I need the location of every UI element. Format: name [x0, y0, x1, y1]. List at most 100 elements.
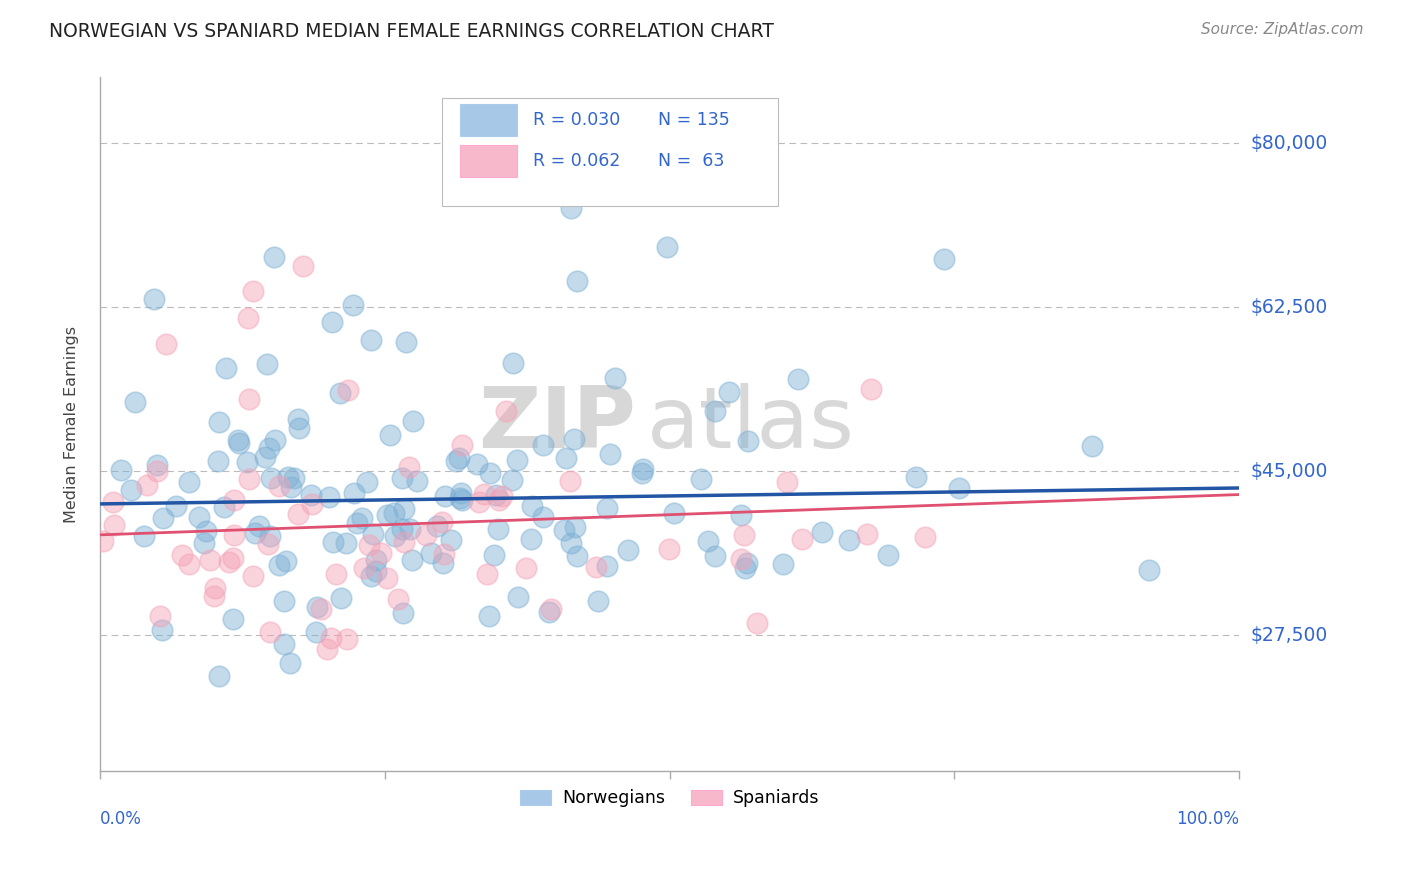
Point	[394, 534, 416, 549]
Point	[932, 252, 955, 267]
Point	[567, 549, 589, 563]
Point	[218, 555, 240, 569]
Point	[486, 522, 509, 536]
Point	[335, 632, 357, 647]
Point	[617, 543, 640, 558]
Point	[398, 459, 420, 474]
Point	[103, 517, 125, 532]
Point	[305, 625, 328, 640]
Point	[202, 590, 225, 604]
Point	[406, 474, 429, 488]
Point	[208, 669, 231, 683]
Point	[468, 494, 491, 508]
Point	[730, 508, 752, 522]
Point	[384, 529, 406, 543]
Point	[475, 566, 498, 581]
Point	[228, 436, 250, 450]
Point	[472, 486, 495, 500]
Point	[479, 466, 502, 480]
Point	[434, 489, 457, 503]
Point	[350, 510, 373, 524]
Point	[787, 372, 810, 386]
Point	[599, 447, 621, 461]
Point	[657, 240, 679, 254]
Point	[277, 470, 299, 484]
Point	[259, 528, 281, 542]
Point	[432, 556, 454, 570]
Point	[540, 602, 562, 616]
Point	[375, 571, 398, 585]
Point	[717, 384, 740, 399]
Point	[321, 315, 343, 329]
Point	[564, 432, 586, 446]
Point	[631, 462, 654, 476]
Point	[747, 615, 769, 630]
Text: 100.0%: 100.0%	[1177, 810, 1239, 828]
Point	[307, 600, 329, 615]
Point	[207, 454, 229, 468]
Point	[134, 529, 156, 543]
Point	[222, 528, 245, 542]
Point	[440, 533, 463, 547]
Point	[382, 506, 405, 520]
Point	[502, 356, 524, 370]
Point	[343, 486, 366, 500]
Point	[737, 434, 759, 449]
Point	[177, 475, 200, 489]
Point	[690, 472, 713, 486]
Point	[790, 532, 813, 546]
Text: ZIP: ZIP	[478, 383, 636, 466]
Point	[914, 530, 936, 544]
FancyBboxPatch shape	[460, 103, 517, 136]
Point	[259, 625, 281, 640]
Point	[877, 549, 900, 563]
Point	[478, 609, 501, 624]
Point	[537, 605, 560, 619]
Point	[501, 473, 523, 487]
Point	[222, 493, 245, 508]
Point	[948, 481, 970, 495]
Text: $62,500: $62,500	[1250, 298, 1327, 317]
Point	[703, 549, 725, 564]
Point	[1081, 439, 1104, 453]
Point	[353, 561, 375, 575]
Point	[208, 415, 231, 429]
Point	[238, 392, 260, 407]
Point	[146, 464, 169, 478]
Point	[520, 532, 543, 546]
Point	[364, 564, 387, 578]
Point	[247, 519, 270, 533]
Point	[146, 458, 169, 473]
Point	[264, 433, 287, 447]
Point	[346, 516, 368, 531]
Point	[170, 548, 193, 562]
Point	[287, 412, 309, 426]
Point	[301, 497, 323, 511]
Point	[236, 310, 259, 325]
FancyBboxPatch shape	[460, 145, 517, 178]
Point	[273, 594, 295, 608]
Point	[553, 523, 575, 537]
Text: R = 0.030: R = 0.030	[533, 111, 620, 128]
Point	[322, 535, 344, 549]
Text: $27,500: $27,500	[1250, 625, 1327, 645]
Point	[515, 560, 537, 574]
Point	[198, 553, 221, 567]
Point	[564, 520, 586, 534]
Point	[631, 467, 654, 481]
Point	[375, 508, 398, 523]
Point	[187, 509, 209, 524]
Point	[395, 334, 418, 349]
Point	[838, 533, 860, 547]
Point	[1137, 563, 1160, 577]
Point	[603, 371, 626, 385]
Point	[120, 483, 142, 498]
Point	[267, 479, 290, 493]
Point	[150, 623, 173, 637]
Point	[319, 632, 342, 646]
Point	[531, 438, 554, 452]
Point	[360, 334, 382, 348]
Point	[328, 386, 350, 401]
Text: $45,000: $45,000	[1250, 462, 1327, 481]
Point	[904, 470, 927, 484]
